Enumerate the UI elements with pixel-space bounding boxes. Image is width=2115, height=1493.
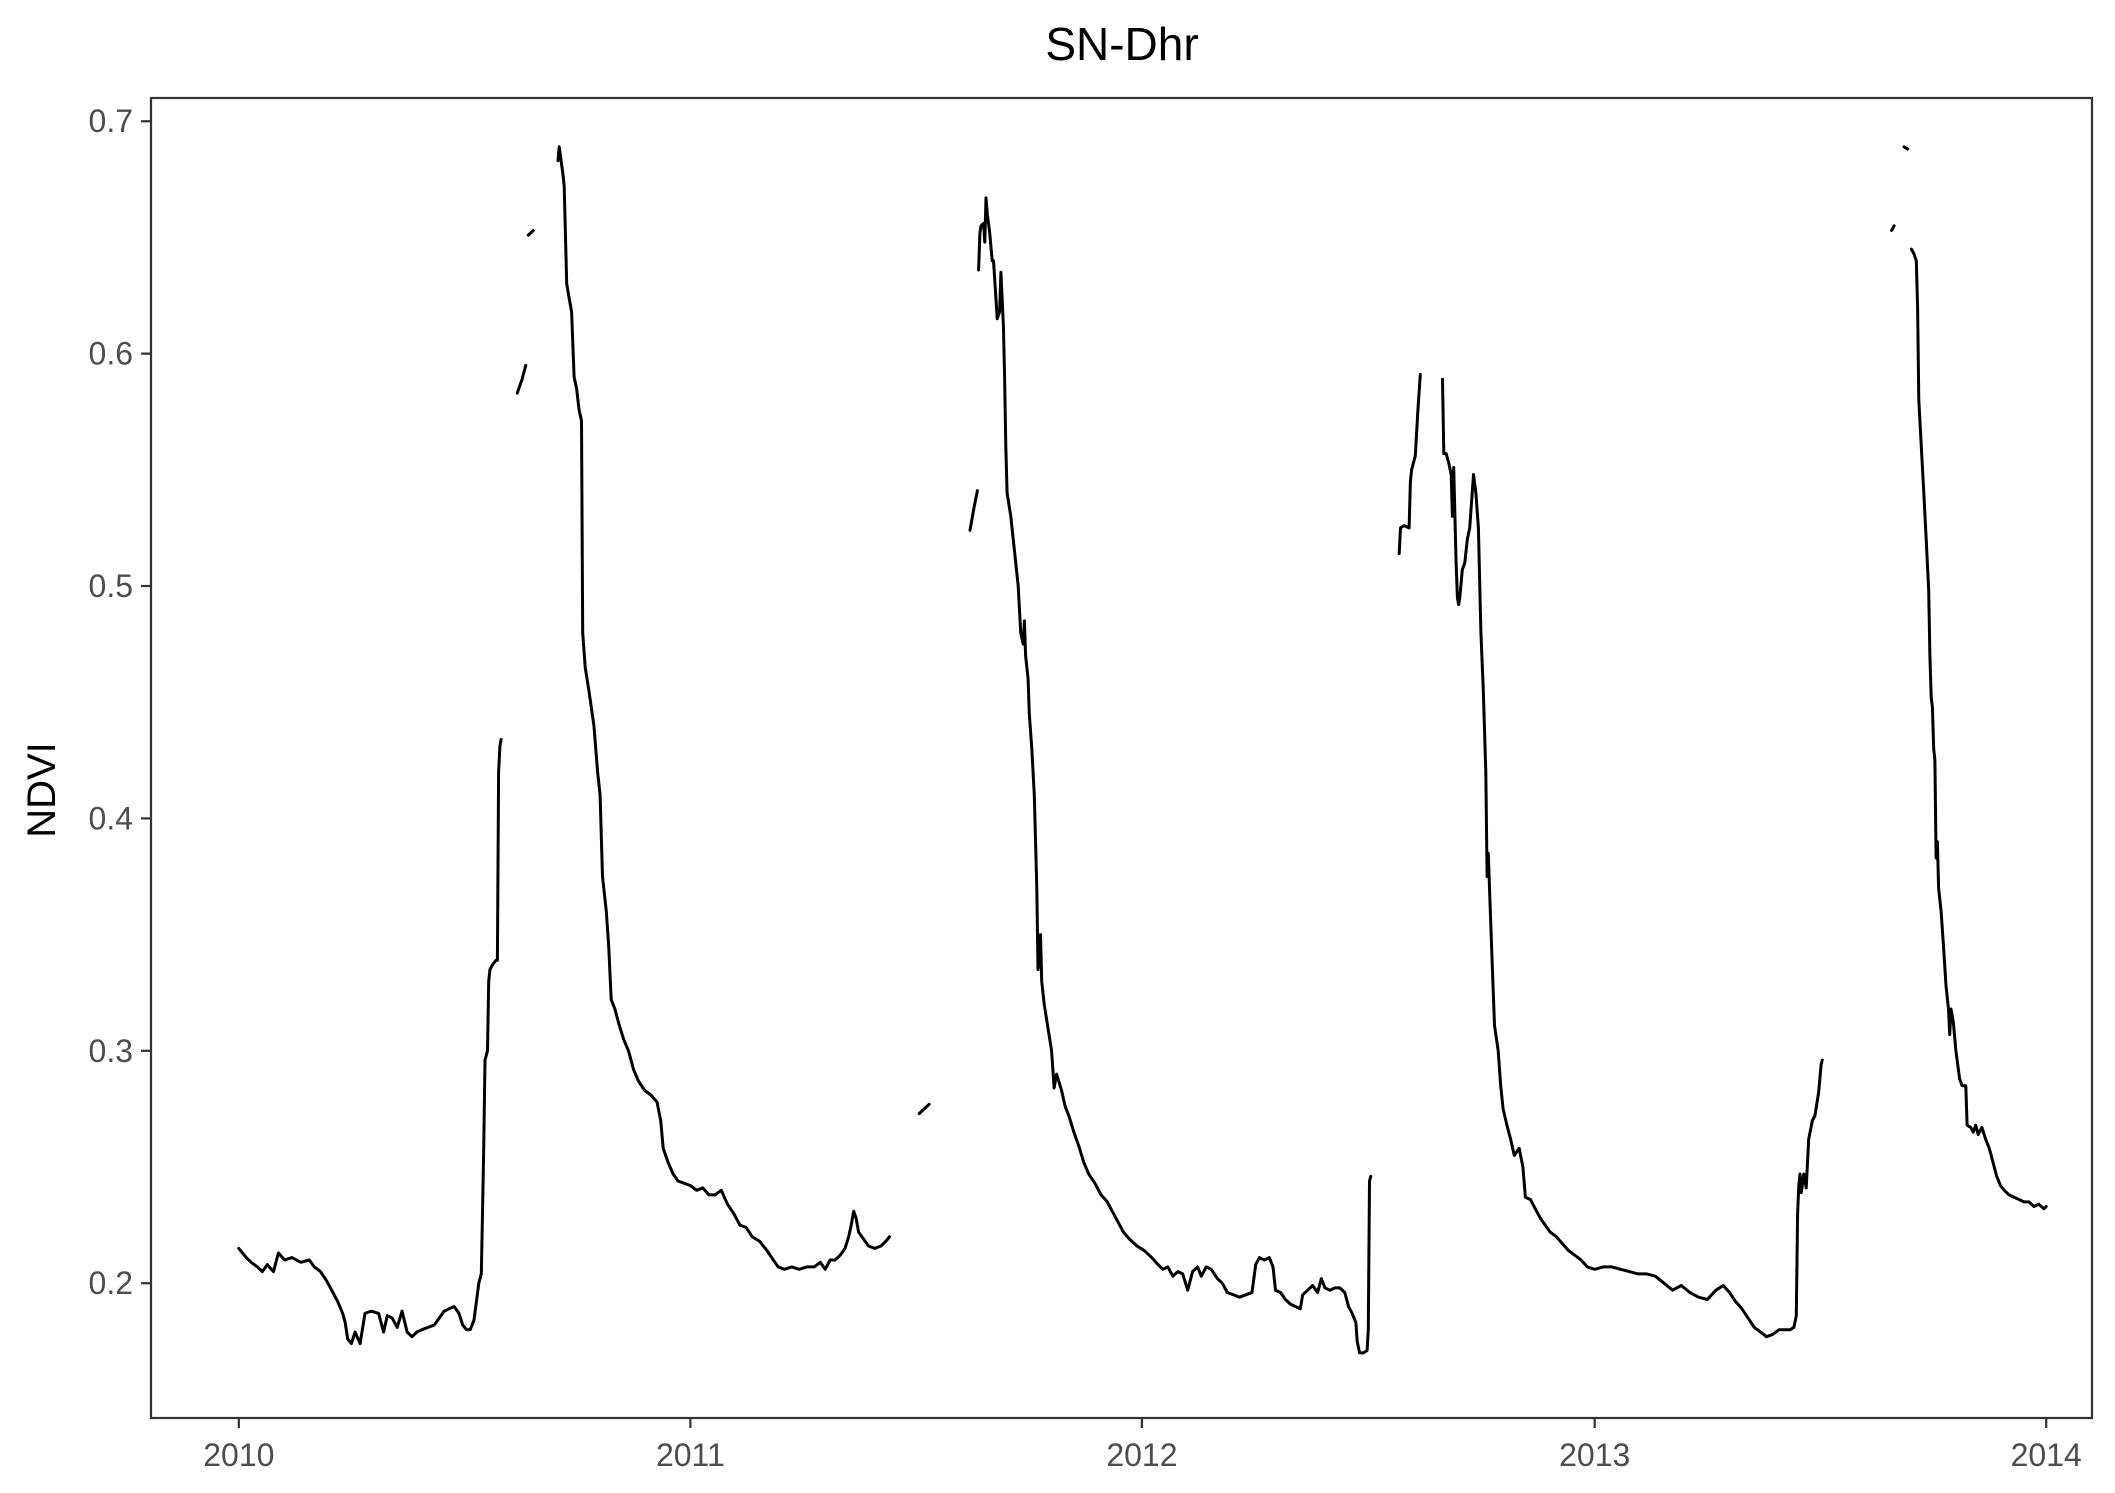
x-axis: 2010 2011 2012 2013 2014	[203, 1418, 2082, 1473]
ndvi-line-segment-1	[237, 737, 503, 1346]
x-tick-label: 2011	[656, 1437, 725, 1473]
y-tick-label: 0.3	[89, 1033, 133, 1069]
ndvi-line-segment-6	[968, 489, 979, 532]
ndvi-series	[237, 145, 2048, 1355]
y-tick-label: 0.7	[89, 103, 133, 139]
ndvi-line-segment-12	[1909, 247, 2048, 1211]
y-tick-label: 0.2	[89, 1265, 133, 1301]
y-tick-label: 0.4	[89, 800, 133, 836]
ndvi-line-segment-11	[1902, 145, 1910, 151]
ndvi-line-segment-3	[526, 229, 535, 237]
y-axis: 0.2 0.3 0.4 0.5 0.6 0.7	[89, 103, 151, 1301]
ndvi-line-segment-2	[515, 363, 528, 395]
ndvi-line-segment-5	[917, 1102, 931, 1116]
y-tick-label: 0.5	[89, 568, 133, 604]
x-tick-label: 2013	[1559, 1437, 1630, 1473]
ndvi-line-segment-7	[977, 196, 1373, 1355]
ndvi-line-segment-4	[556, 145, 891, 1271]
y-tick-label: 0.6	[89, 336, 133, 372]
ndvi-line-segment-10	[1890, 224, 1896, 232]
plot-panel	[149, 96, 2094, 1420]
ndvi-line-segment-9	[1441, 377, 1824, 1339]
x-tick-label: 2010	[203, 1437, 274, 1473]
chart-title: SN-Dhr	[1045, 18, 1198, 70]
x-tick-label: 2014	[2011, 1437, 2082, 1473]
x-tick-label: 2012	[1106, 1437, 1177, 1473]
y-axis-title: NDVI	[20, 742, 64, 838]
ndvi-line-segment-8	[1397, 373, 1422, 555]
